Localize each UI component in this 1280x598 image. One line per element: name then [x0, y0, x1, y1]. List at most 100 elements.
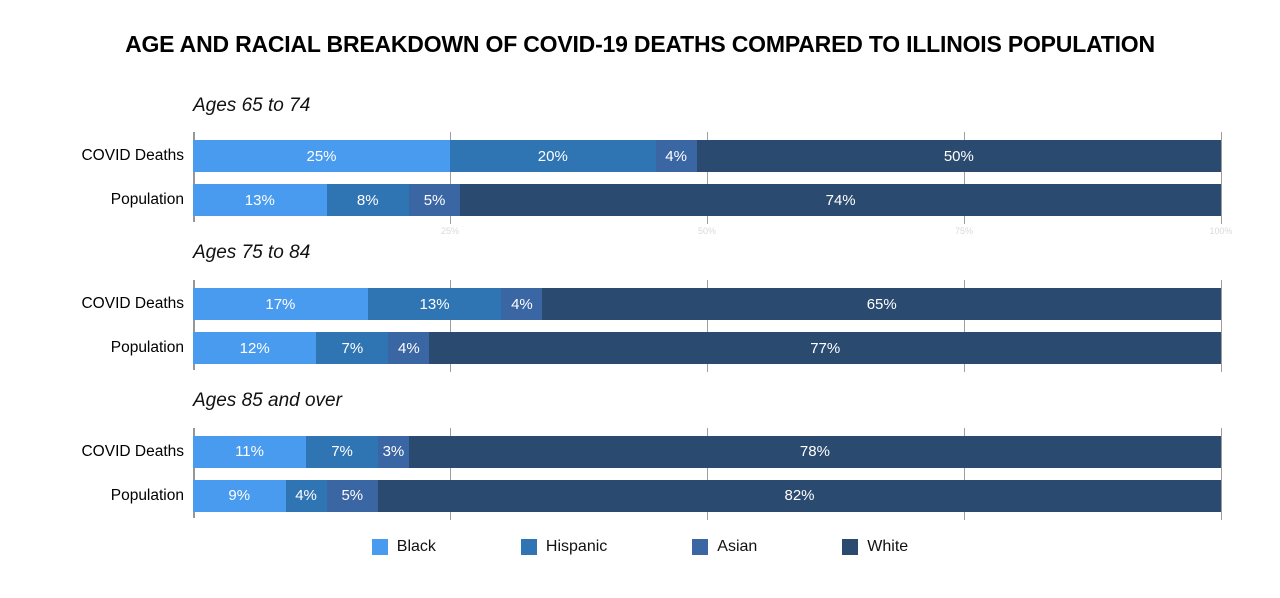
group-title: Ages 75 to 84: [193, 242, 311, 264]
segment-value-label: 7%: [331, 443, 353, 461]
row-label: Population: [110, 486, 184, 504]
segment-value-label: 17%: [265, 295, 296, 313]
chart-legend: Black Hispanic Asian White: [0, 538, 1280, 556]
bar-segment-hispanic: 4%: [285, 479, 327, 512]
bar-segment-asian: 5%: [326, 479, 379, 512]
segment-value-label: 13%: [244, 191, 275, 209]
bar-segment-white: 82%: [378, 479, 1221, 512]
bar-row: Population 9% 4% 5% 82%: [111, 479, 1221, 512]
gridline-tick: [706, 280, 708, 373]
chart-groups: Ages 65 to 74 25% 50% 75% 100% COVID Deaths 25…: [0, 94, 1280, 520]
legend-item-asian: Asian: [692, 538, 757, 556]
gridline-tick: [706, 427, 708, 520]
tick-label: 100%: [1209, 226, 1233, 237]
row-label: COVID Deaths: [81, 442, 184, 460]
bar-row: Population 12% 7% 4% 77%: [111, 332, 1221, 365]
y-axis-line: [193, 280, 195, 371]
bar-segment-black: 13%: [193, 184, 327, 217]
bar-row: COVID Deaths 25% 20% 4% 50%: [81, 140, 1221, 173]
bar-segment-black: 17%: [193, 288, 368, 321]
bar-segment-black: 11%: [193, 435, 307, 468]
chart-group: Ages 85 and over COVID Deaths 11% 7% 3% 78% Po…: [0, 390, 1280, 520]
bar-segment-white: 77%: [429, 332, 1221, 365]
chart-group: Ages 75 to 84 COVID Deaths 17% 13% 4% 65% Popu…: [0, 242, 1280, 373]
segment-value-label: 12%: [239, 339, 270, 357]
gridline-tick: [963, 280, 965, 373]
segment-value-label: 65%: [866, 295, 897, 313]
bar-row: COVID Deaths 11% 7% 3% 78%: [81, 435, 1221, 468]
gridline-tick: [449, 132, 451, 225]
segment-value-label: 20%: [537, 147, 568, 165]
bar-segment-asian: 4%: [388, 332, 430, 365]
bar-segment-hispanic: 7%: [316, 332, 389, 365]
gridline-tick: [1220, 427, 1222, 520]
row-label: Population: [110, 191, 184, 209]
bar-segment-white: 74%: [460, 184, 1221, 217]
row-label: COVID Deaths: [81, 295, 184, 313]
legend-label: Black: [396, 537, 436, 555]
segment-value-label: 11%: [235, 443, 264, 461]
legend-item-hispanic: Hispanic: [520, 538, 607, 556]
bar-row: COVID Deaths 17% 13% 4% 65%: [81, 288, 1221, 321]
bar-segment-black: 25%: [193, 140, 450, 173]
legend-swatch-asian: [692, 538, 709, 555]
chart-group: Ages 65 to 74 25% 50% 75% 100% COVID Deaths 25…: [0, 94, 1280, 237]
bar-segment-hispanic: 13%: [367, 288, 502, 321]
tick-label: 25%: [440, 226, 460, 237]
bar-segment-hispanic: 7%: [306, 435, 379, 468]
bar-segment-white: 50%: [696, 140, 1221, 173]
bar-segment-white: 78%: [408, 435, 1221, 468]
segment-value-label: 77%: [810, 339, 841, 357]
gridline-tick: [963, 132, 965, 225]
segment-value-label: 4%: [398, 339, 420, 357]
bar-segment-hispanic: 8%: [326, 184, 409, 217]
plot-area: 25% 50% 75% 100% COVID Deaths 25% 20% 4% 50% Popu…: [81, 132, 1233, 236]
row-label: Population: [110, 339, 184, 357]
segment-value-label: 4%: [511, 295, 533, 313]
gridline-tick: [449, 427, 451, 520]
group-title: Ages 65 to 74: [193, 94, 311, 116]
bar-segment-asian: 5%: [408, 184, 461, 217]
segment-value-label: 78%: [799, 443, 830, 461]
gridline-tick: [1220, 132, 1222, 225]
chart-title: AGE AND RACIAL BREAKDOWN OF COVID-19 DEA…: [125, 31, 1155, 57]
row-label: COVID Deaths: [81, 147, 184, 165]
legend-swatch-hispanic: [520, 538, 537, 555]
segment-value-label: 8%: [356, 191, 379, 209]
segment-value-label: 25%: [306, 147, 337, 165]
segment-value-label: 74%: [825, 191, 856, 209]
plot-area: COVID Deaths 11% 7% 3% 78% Population 9% 4% 5% 82…: [81, 427, 1222, 520]
legend-item-black: Black: [371, 537, 436, 556]
legend-label: Asian: [717, 537, 758, 555]
segment-value-label: 4%: [295, 487, 317, 505]
bar-segment-black: 9%: [193, 479, 286, 512]
segment-value-label: 7%: [341, 339, 364, 357]
legend-swatch-black: [371, 538, 388, 555]
gridline-tick: [963, 427, 965, 520]
tick-label: 50%: [697, 226, 717, 237]
tick-label: 75%: [954, 226, 974, 237]
legend-item-white: White: [842, 538, 908, 556]
y-axis-line: [193, 427, 195, 518]
gridline-tick: [706, 132, 708, 225]
gridline-tick: [449, 280, 451, 373]
bar-segment-white: 65%: [542, 288, 1221, 321]
segment-value-label: 13%: [419, 295, 450, 313]
bar-segment-asian: 4%: [655, 140, 697, 173]
group-title: Ages 85 and over: [193, 390, 342, 412]
gridline-tick: [1220, 280, 1222, 373]
legend-swatch-white: [842, 538, 859, 555]
bar-segment-asian: 3%: [378, 435, 409, 468]
bar-segment-hispanic: 20%: [450, 140, 656, 173]
legend-label: White: [867, 537, 909, 555]
bar-row: Population 13% 8% 5% 74%: [111, 184, 1221, 217]
segment-value-label: 5%: [423, 191, 446, 209]
segment-value-label: 5%: [341, 487, 364, 505]
plot-area: COVID Deaths 17% 13% 4% 65% Population 12% 7% 4%…: [81, 280, 1222, 373]
bar-segment-asian: 4%: [501, 288, 543, 321]
segment-value-label: 82%: [784, 487, 815, 505]
segment-value-label: 9%: [228, 487, 251, 505]
y-axis-line: [193, 132, 195, 223]
segment-value-label: 50%: [943, 147, 974, 165]
segment-value-label: 3%: [382, 443, 405, 461]
